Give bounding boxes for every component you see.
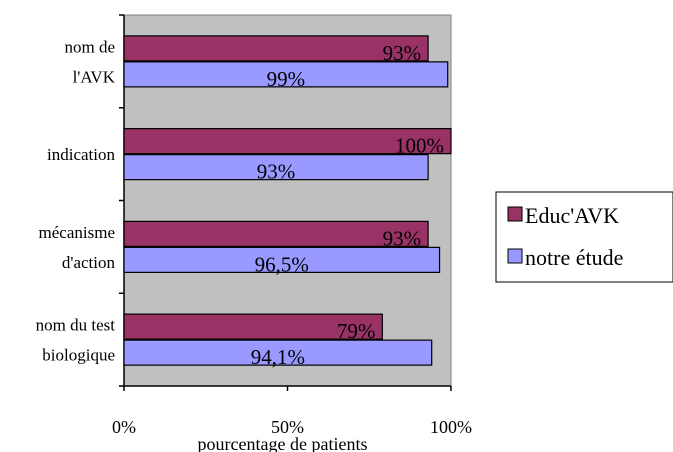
category-label-line: d'action bbox=[62, 253, 116, 272]
data-label: 93% bbox=[383, 41, 422, 65]
bar bbox=[123, 61, 449, 88]
legend-label: notre étude bbox=[525, 245, 623, 270]
category-label-line: biologique bbox=[42, 346, 115, 365]
x-tick-label: 100% bbox=[430, 417, 472, 437]
category-label: indication bbox=[47, 145, 115, 164]
category-label-line: mécanisme bbox=[39, 223, 115, 242]
legend-swatch bbox=[507, 248, 523, 264]
bar bbox=[123, 128, 452, 155]
category-label-line: l'AVK bbox=[73, 67, 116, 86]
bar bbox=[123, 220, 429, 247]
bar bbox=[123, 154, 429, 181]
data-label: 93% bbox=[383, 226, 422, 250]
data-label: 94,1% bbox=[251, 345, 305, 369]
x-axis-title: pourcentage de patients bbox=[198, 434, 368, 452]
bar bbox=[123, 313, 383, 340]
data-label: 96,5% bbox=[255, 252, 309, 276]
bar bbox=[123, 246, 441, 273]
category-label: nom de l'AVK bbox=[64, 37, 115, 86]
category-label: mécanisme d'action bbox=[39, 223, 116, 272]
x-tick-label: 50% bbox=[271, 417, 304, 437]
bar bbox=[123, 35, 429, 62]
category-label-line: nom du test bbox=[36, 316, 116, 335]
legend-label: Educ'AVK bbox=[525, 203, 619, 228]
category-label: nom du test biologique bbox=[36, 316, 116, 365]
data-label: 99% bbox=[267, 67, 306, 91]
category-label-line: nom de bbox=[64, 37, 115, 56]
bar bbox=[123, 339, 433, 366]
data-label: 79% bbox=[337, 319, 376, 343]
legend-swatch bbox=[507, 206, 523, 222]
category-label-line: indication bbox=[47, 145, 115, 164]
data-label: 100% bbox=[395, 134, 444, 158]
legend bbox=[495, 191, 673, 283]
x-tick-label: 0% bbox=[112, 417, 136, 437]
data-label: 93% bbox=[257, 160, 296, 184]
